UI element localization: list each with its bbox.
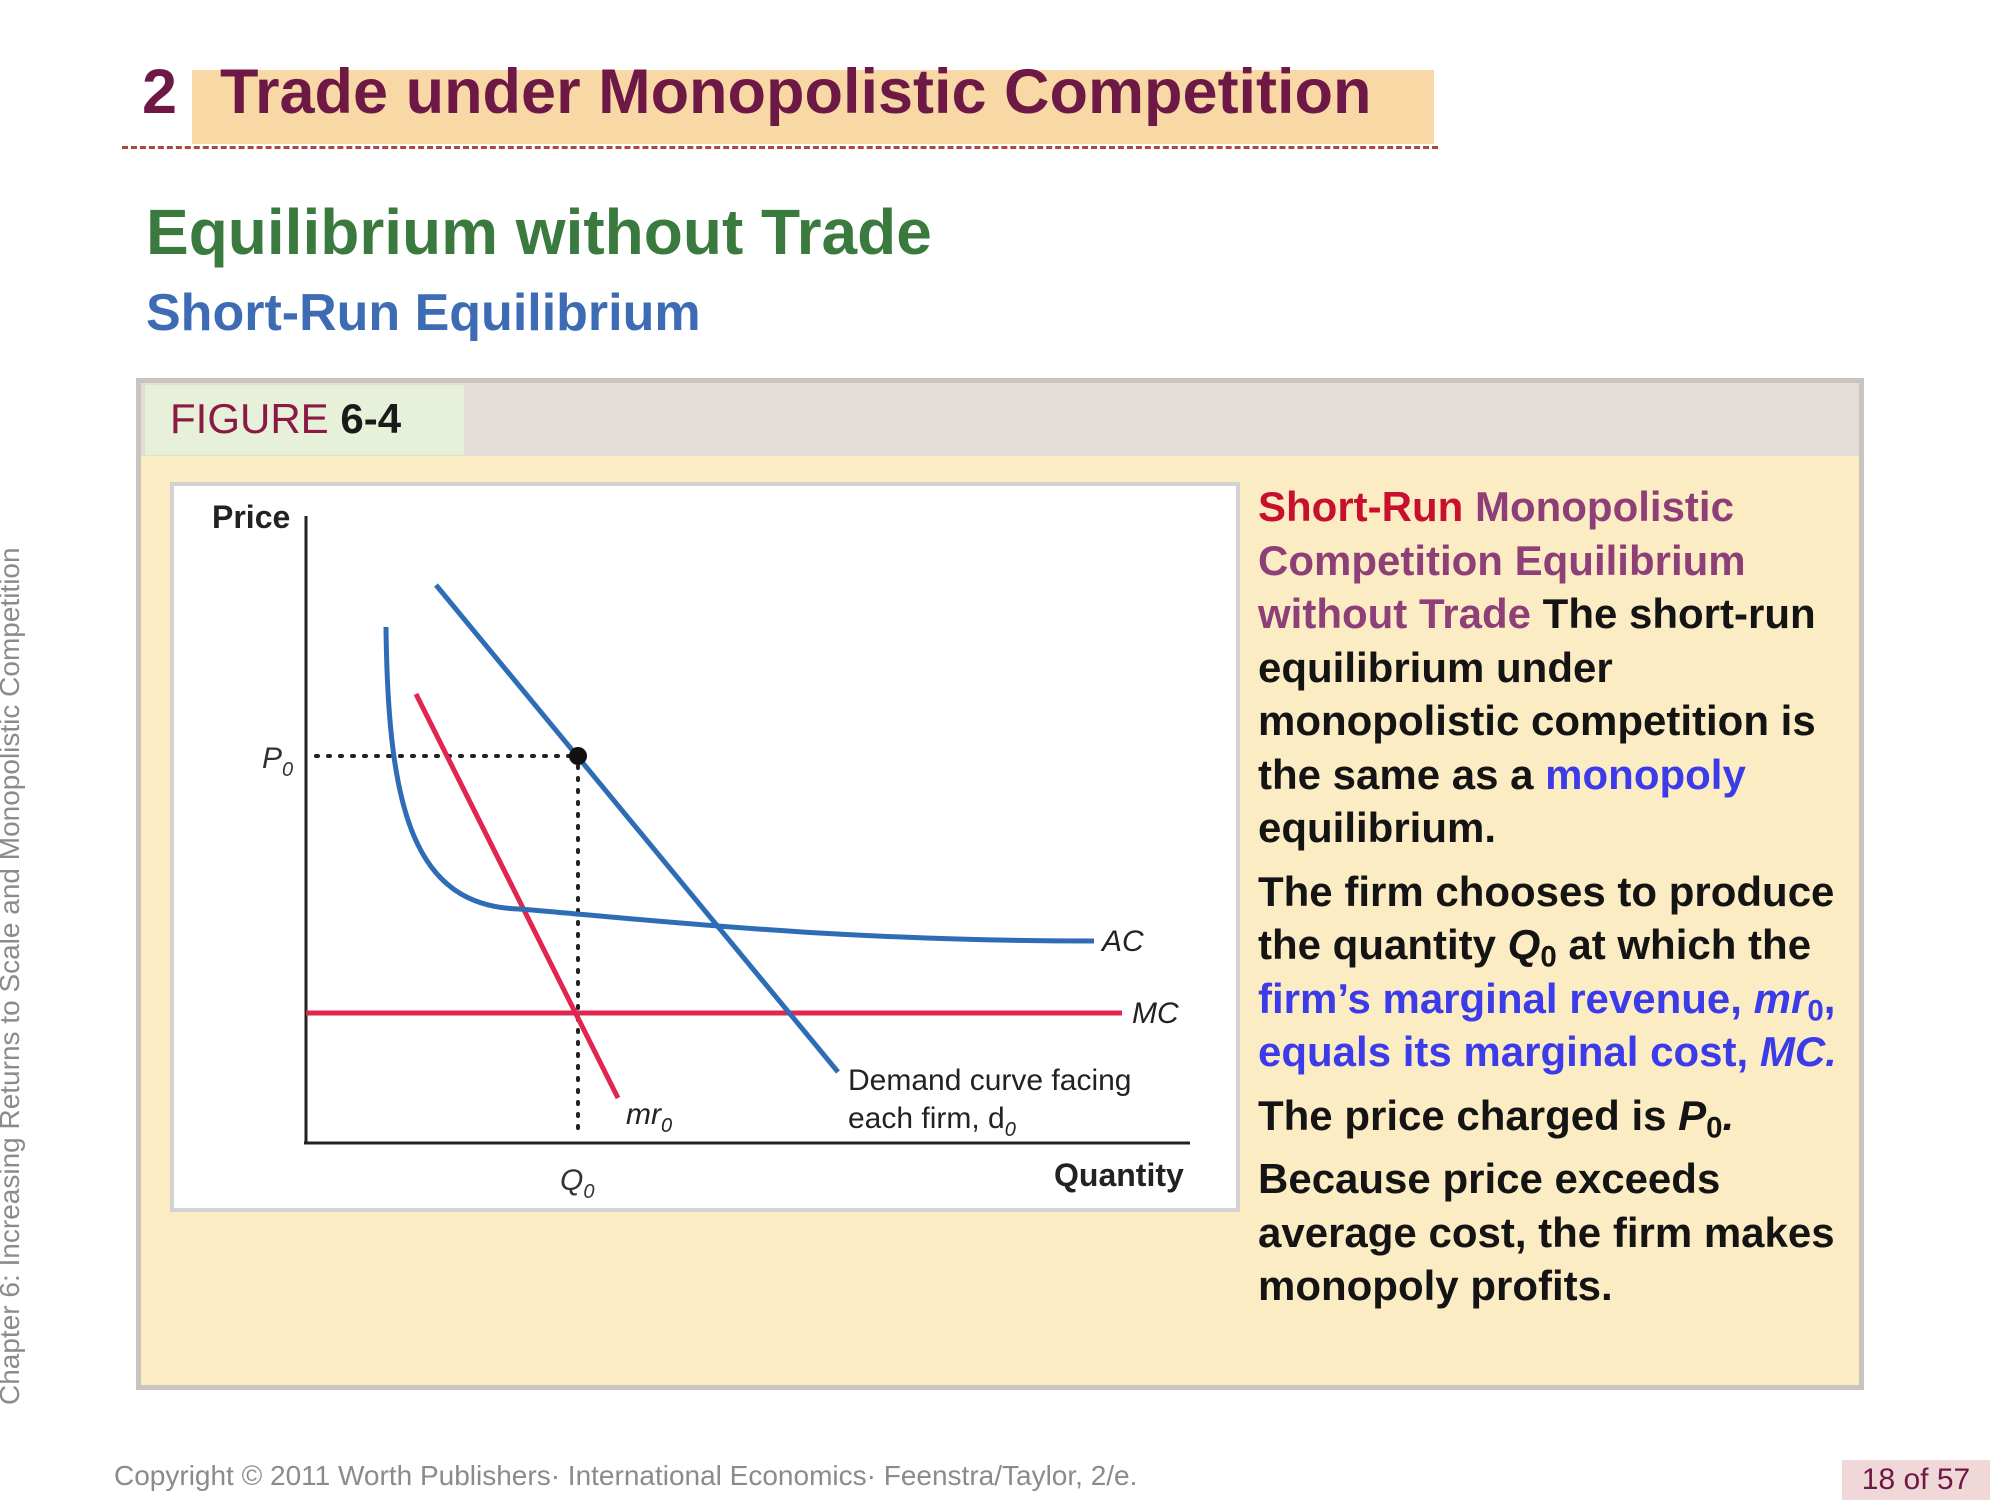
mr-curve xyxy=(413,692,621,1100)
ac-curve xyxy=(383,626,1095,944)
demand-label-line1: Demand curve facing xyxy=(848,1064,1131,1097)
mr-label: mr0 xyxy=(626,1098,672,1137)
title-highlight-band xyxy=(192,70,1434,144)
equilibrium-point xyxy=(569,747,587,765)
slide-subheading: Short-Run Equilibrium xyxy=(146,284,701,342)
caption-paragraph-2: The firm chooses to produce the quantity… xyxy=(1258,867,1837,1076)
x-axis-label: Quantity xyxy=(1054,1157,1184,1193)
figure-label: FIGURE 6-4 xyxy=(170,392,401,446)
demand-curve xyxy=(434,583,840,1074)
slide-title: Trade under Monopolistic Competition xyxy=(220,57,1372,127)
caption-paragraph-1: Short-Run Monopolistic Competition Equil… xyxy=(1258,483,1816,851)
price-marker: P0 xyxy=(262,742,293,781)
mc-label: MC xyxy=(1132,997,1179,1030)
figure-label-tab xyxy=(145,385,464,455)
y-axis-label: Price xyxy=(212,499,290,535)
section-number: 2 xyxy=(142,57,178,127)
quantity-marker: Q0 xyxy=(560,1164,594,1203)
figure-caption: Short-Run Monopolistic Competition Equil… xyxy=(1258,480,1848,1323)
diagram-frame xyxy=(170,482,1240,1212)
caption-paragraph-3: The price charged is P0. xyxy=(1258,1091,1735,1144)
slide-heading: Equilibrium without Trade xyxy=(146,196,932,268)
copyright-notice: Copyright © 2011 Worth Publishers· Inter… xyxy=(114,1460,1138,1491)
ac-label: AC xyxy=(1100,925,1144,958)
title-divider xyxy=(122,146,1438,149)
caption-paragraph-4: Because price exceeds average cost, the … xyxy=(1258,1155,1835,1309)
figure-label-number: 6-4 xyxy=(340,395,402,442)
page-number: 18 of 57 xyxy=(1842,1460,1990,1500)
chapter-side-label: Chapter 6: Increasing Returns to Scale a… xyxy=(0,547,25,1405)
monopolistic-competition-diagram: Price Quantity P0 Q0 AC MC mr0 Demand cu… xyxy=(212,499,1190,1203)
figure-label-word: FIGURE xyxy=(170,395,341,442)
demand-label-line2: each firm, d0 xyxy=(848,1102,1016,1141)
